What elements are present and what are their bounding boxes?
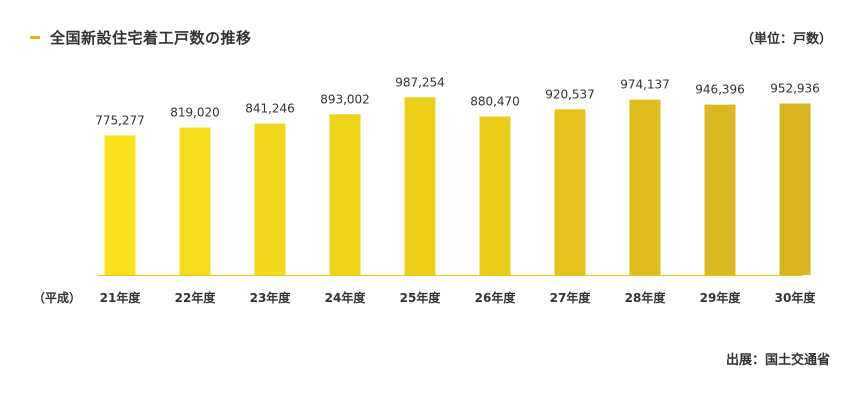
- bar: [779, 103, 811, 275]
- data-label: 974,137: [620, 78, 670, 92]
- data-label: 987,254: [395, 75, 445, 89]
- category-label: 27年度: [550, 290, 592, 305]
- bar: [404, 97, 436, 275]
- data-label: 819,020: [170, 106, 220, 120]
- source-label: 出展：国土交通省: [725, 353, 830, 368]
- bar: [479, 116, 511, 275]
- data-label: 920,537: [545, 87, 595, 101]
- category-label: 28年度: [625, 290, 667, 305]
- data-label: 952,936: [770, 81, 820, 95]
- category-label: 23年度: [250, 290, 292, 305]
- category-label: 22年度: [175, 290, 217, 305]
- category-label: 26年度: [475, 290, 517, 305]
- bar: [704, 104, 736, 276]
- category-label: 30年度: [775, 290, 817, 305]
- bar: [254, 123, 286, 276]
- unit-label: （単位：戸数）: [740, 32, 832, 47]
- bar: [179, 127, 211, 275]
- category-label: 25年度: [400, 290, 442, 305]
- data-label: 841,246: [245, 102, 295, 116]
- bar: [554, 109, 586, 275]
- era-label: （平成）: [33, 290, 81, 305]
- data-label: 775,277: [95, 113, 145, 127]
- data-label: 880,470: [470, 95, 520, 109]
- bar: [629, 99, 661, 276]
- chart-header: 全国新設住宅着工戸数の推移: [30, 27, 252, 48]
- category-label: 21年度: [100, 290, 142, 305]
- data-label: 946,396: [695, 83, 745, 97]
- category-label: 29年度: [700, 290, 742, 305]
- bar: [329, 114, 361, 275]
- data-label: 893,002: [320, 92, 370, 106]
- bar: [104, 135, 136, 275]
- title-dash-icon: [30, 36, 40, 39]
- chart-title: 全国新設住宅着工戸数の推移: [50, 29, 252, 47]
- category-label: 24年度: [325, 290, 367, 305]
